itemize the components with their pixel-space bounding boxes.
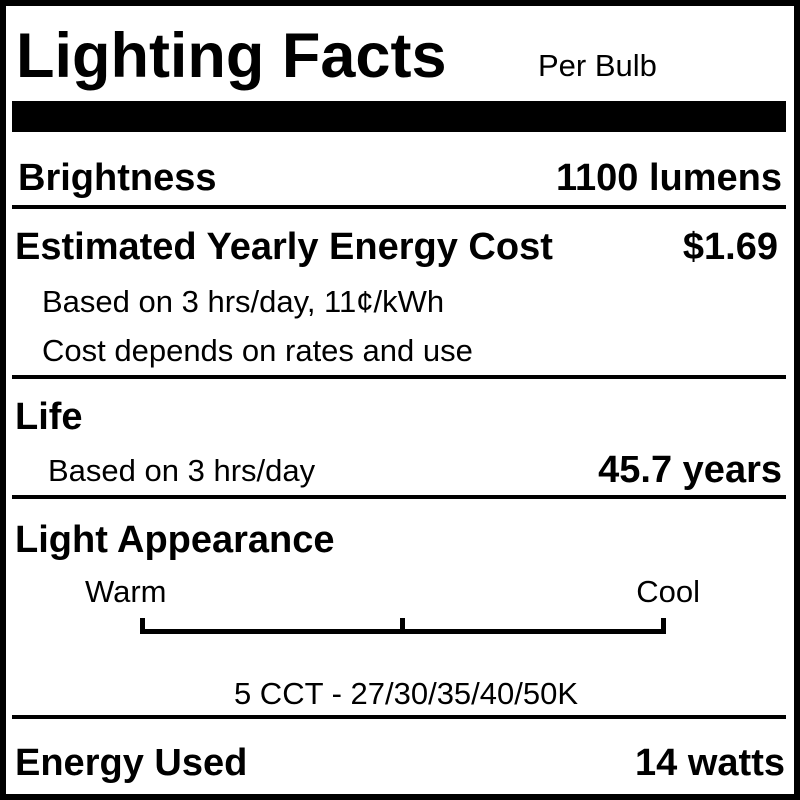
row-label: Energy Used bbox=[15, 742, 247, 784]
scale-tick bbox=[140, 618, 145, 634]
subtitle: Per Bulb bbox=[538, 48, 657, 83]
row-value: $1.69 bbox=[683, 226, 778, 268]
scale-high: Cool bbox=[636, 574, 700, 609]
divider bbox=[12, 495, 786, 499]
divider bbox=[12, 205, 786, 209]
header-bar bbox=[12, 101, 786, 132]
row-value: 45.7 years bbox=[598, 449, 782, 491]
row-value: 14 watts bbox=[635, 742, 785, 784]
note: Cost depends on rates and use bbox=[42, 333, 473, 368]
divider bbox=[12, 375, 786, 379]
row-label: Estimated Yearly Energy Cost bbox=[15, 226, 553, 268]
title: Lighting Facts bbox=[16, 21, 446, 91]
scale-tick bbox=[661, 618, 666, 634]
note: Based on 3 hrs/day bbox=[48, 453, 316, 488]
row-label: Light Appearance bbox=[15, 519, 335, 561]
scale-low: Warm bbox=[85, 574, 167, 609]
note: Based on 3 hrs/day, 11¢/kWh bbox=[42, 284, 444, 319]
row-label: Life bbox=[15, 396, 83, 438]
row-label: Brightness bbox=[18, 157, 216, 199]
scale-tick bbox=[400, 618, 405, 634]
scale bbox=[140, 618, 666, 634]
row-value: 1100 lumens bbox=[556, 157, 782, 199]
divider bbox=[12, 715, 786, 719]
note: 5 CCT - 27/30/35/40/50K bbox=[234, 676, 578, 711]
